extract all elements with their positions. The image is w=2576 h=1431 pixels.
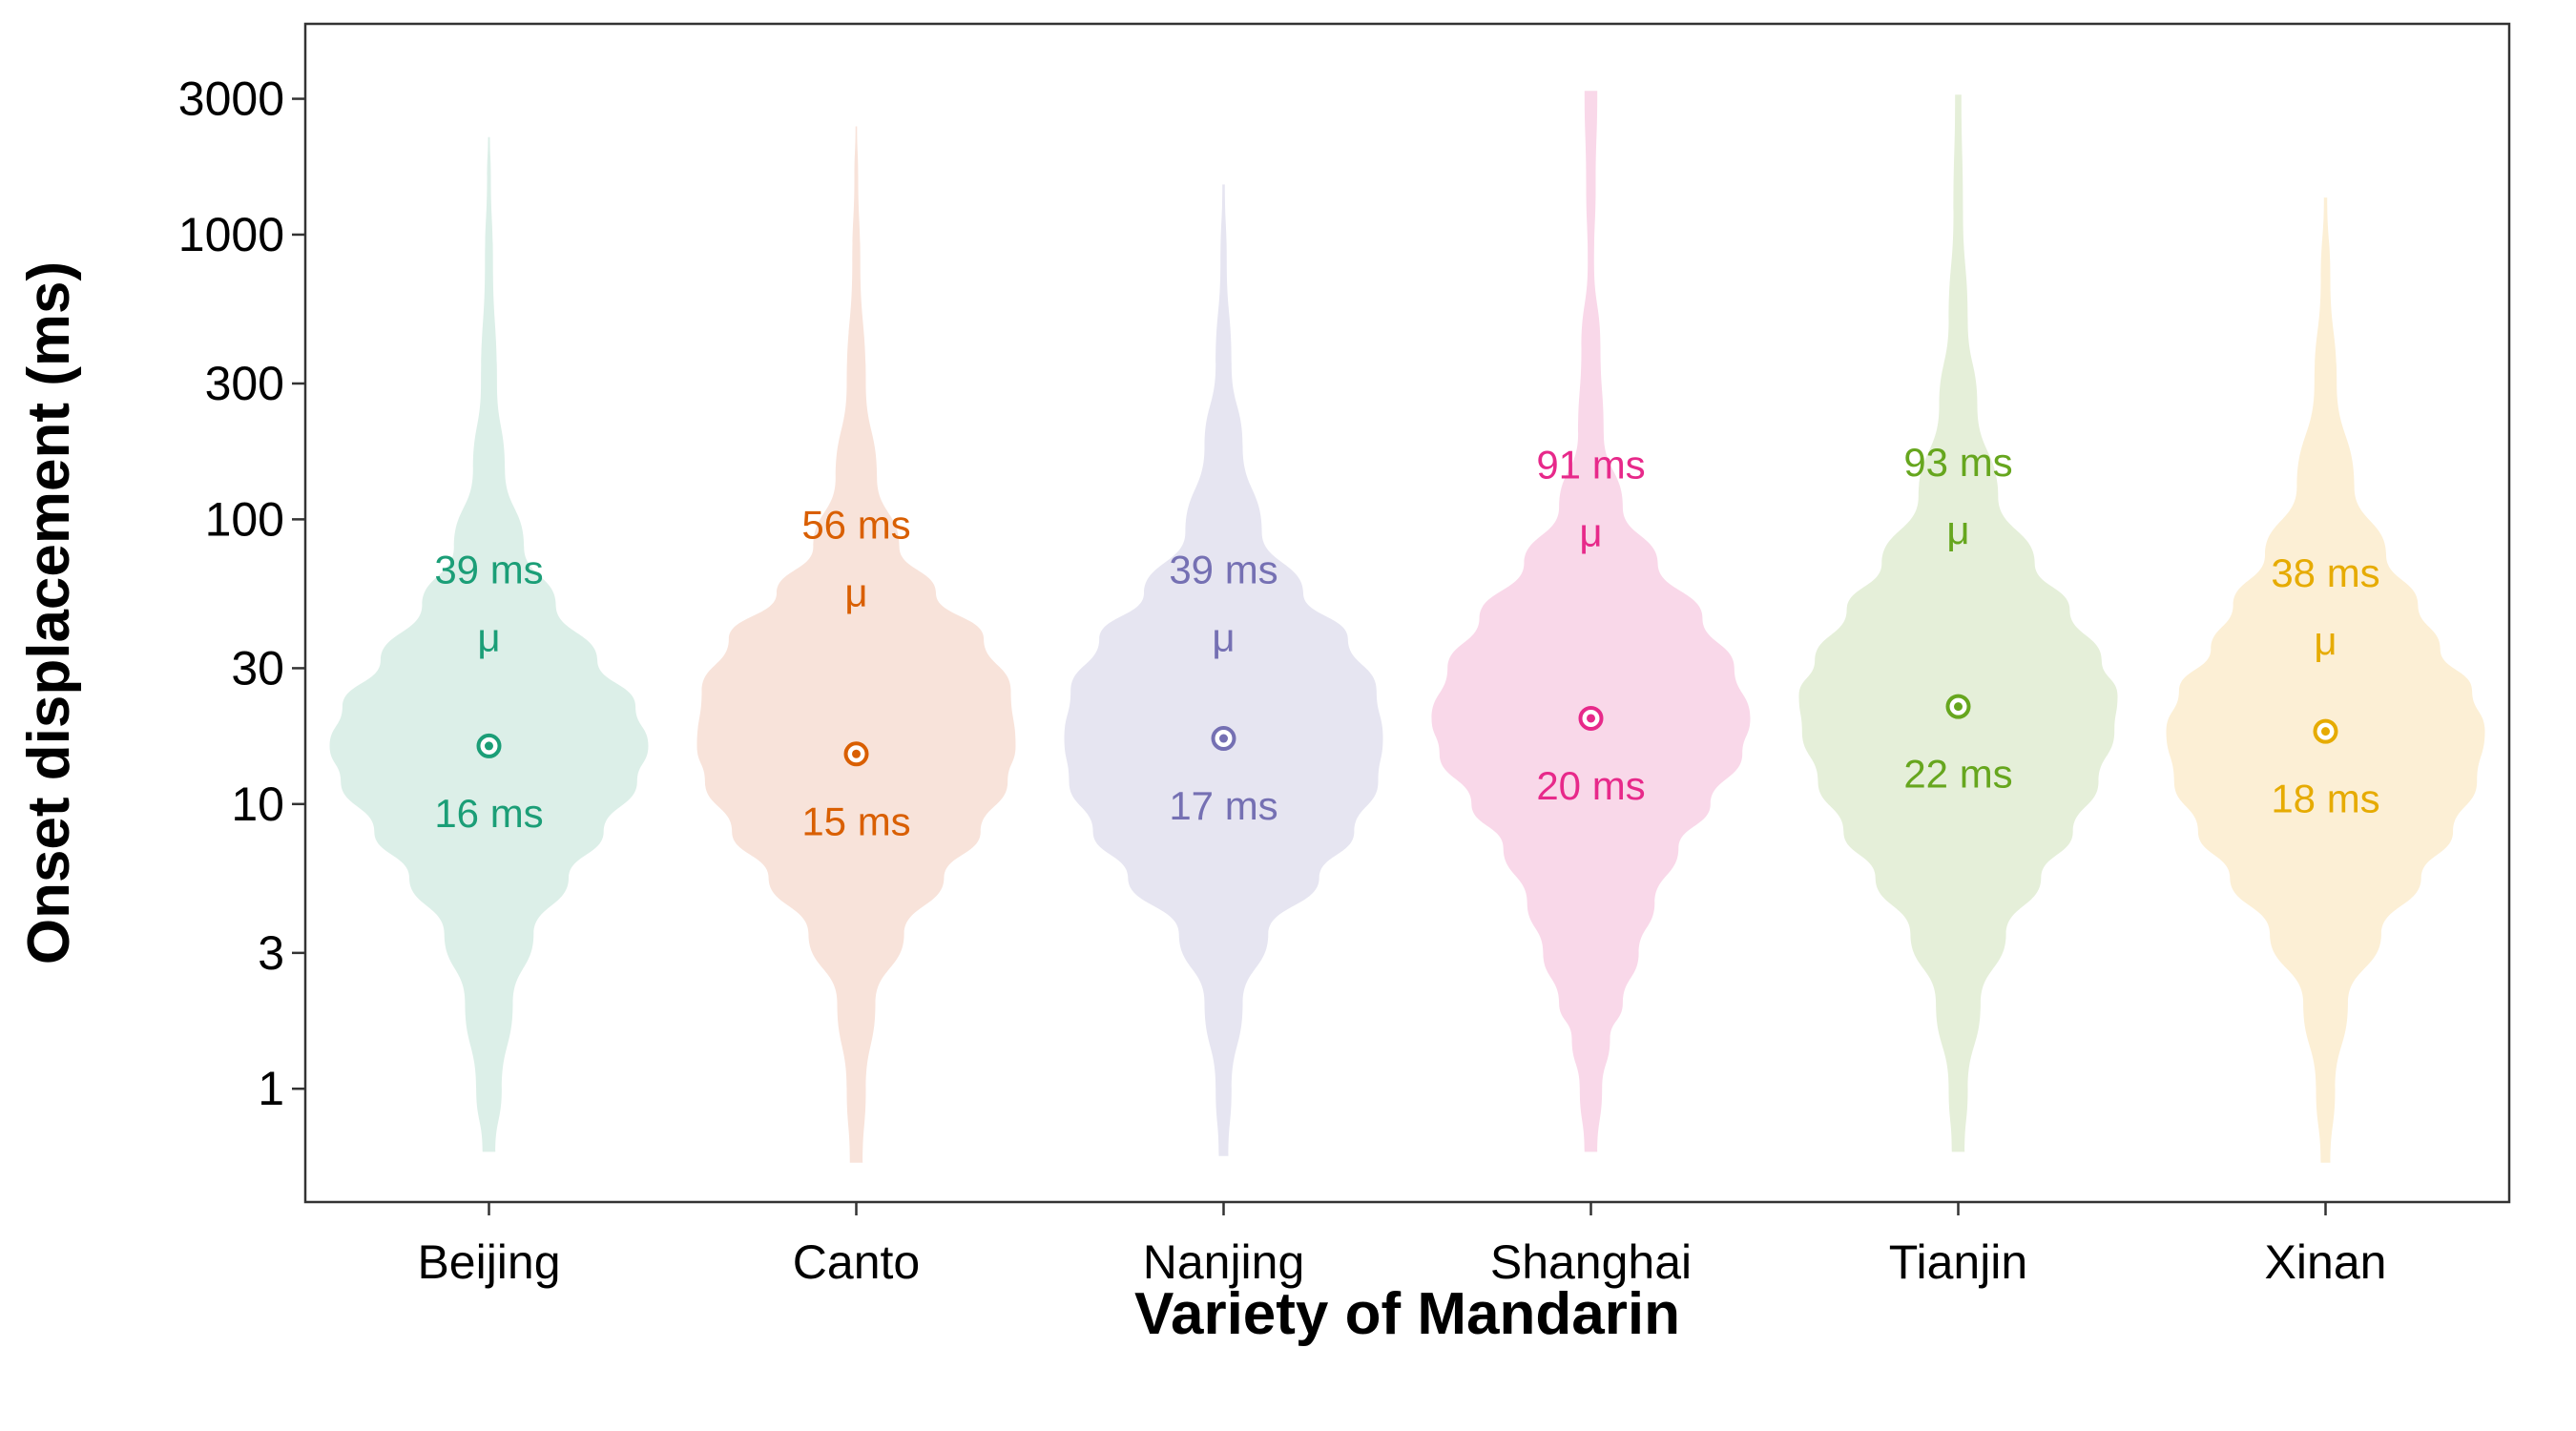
x-tick-label-canto: Canto — [793, 1235, 920, 1289]
median-dot-shanghai — [1587, 714, 1595, 723]
violin-xinan — [2166, 197, 2485, 1163]
y-tick-label: 1000 — [178, 208, 284, 261]
violins — [329, 91, 2485, 1163]
mean-symbol-xinan: μ — [2314, 618, 2337, 663]
y-tick-label: 1 — [258, 1062, 284, 1115]
mean-symbol-beijing: μ — [477, 614, 500, 659]
x-axis: Beijing Canto Nanjing Shanghai Tianjin Xinan — [417, 1202, 2386, 1289]
mean-label-xinan: 38 ms — [2271, 550, 2379, 595]
median-dot-canto — [852, 749, 861, 758]
y-axis-title: Onset displacement (ms) — [16, 261, 82, 964]
mean-label-canto: 56 ms — [801, 503, 910, 548]
violin-beijing — [329, 136, 649, 1152]
x-tick-label-shanghai: Shanghai — [1490, 1235, 1692, 1289]
median-dot-xinan — [2321, 727, 2330, 736]
x-tick-label-xinan: Xinan — [2265, 1235, 2387, 1289]
mean-symbol-tianjin: μ — [1946, 508, 1969, 552]
violin-nanjing — [1064, 184, 1383, 1156]
x-tick-label-nanjing: Nanjing — [1143, 1235, 1305, 1289]
y-tick-label: 10 — [231, 778, 284, 831]
mean-symbol-nanjing: μ — [1212, 614, 1235, 659]
mean-symbol-shanghai: μ — [1579, 510, 1602, 555]
mean-label-beijing: 39 ms — [434, 547, 543, 591]
median-dot-nanjing — [1219, 734, 1228, 743]
median-label-xinan: 18 ms — [2271, 777, 2379, 821]
y-tick-label: 100 — [205, 492, 284, 546]
median-label-tianjin: 22 ms — [1903, 752, 2012, 797]
violin-canto — [696, 126, 1016, 1163]
median-label-canto: 15 ms — [801, 798, 910, 843]
x-axis-title: Variety of Mandarin — [1134, 1281, 1680, 1347]
mean-symbol-canto: μ — [844, 570, 867, 615]
plot-panel-border — [303, 22, 2511, 1204]
violin-tianjin — [1798, 94, 2118, 1152]
median-label-beijing: 16 ms — [434, 791, 543, 836]
y-axis: 1 3 10 30 100 300 1000 3000 — [178, 73, 305, 1115]
y-tick-label: 3 — [258, 926, 284, 980]
mean-label-nanjing: 39 ms — [1169, 547, 1278, 591]
median-label-nanjing: 17 ms — [1169, 783, 1278, 828]
annotations: 16 ms μ 39 ms 15 ms μ 56 ms 17 ms μ 39 ms 20 ms μ 9… — [434, 440, 2379, 843]
x-tick-label-beijing: Beijing — [417, 1235, 560, 1289]
y-tick-label: 3000 — [178, 73, 284, 126]
median-dot-beijing — [485, 741, 493, 751]
y-tick-label: 300 — [205, 357, 284, 410]
median-dot-tianjin — [1954, 702, 1963, 712]
violin-shanghai — [1431, 91, 1751, 1152]
mean-label-shanghai: 91 ms — [1536, 443, 1645, 487]
x-tick-label-tianjin: Tianjin — [1889, 1235, 2027, 1289]
median-label-shanghai: 20 ms — [1536, 763, 1645, 808]
mean-label-tianjin: 93 ms — [1903, 440, 2012, 485]
y-tick-label: 30 — [231, 641, 284, 695]
